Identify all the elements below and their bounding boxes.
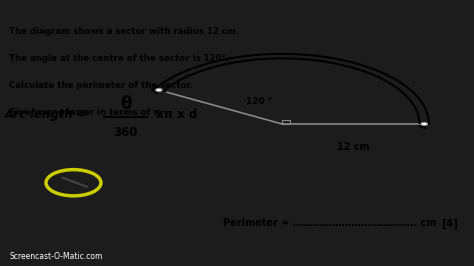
Bar: [282, 120, 290, 124]
Text: Screencast-O-Matic.com: Screencast-O-Matic.com: [9, 252, 103, 260]
Text: θ: θ: [120, 95, 131, 113]
Circle shape: [155, 89, 162, 92]
Text: xπ x d: xπ x d: [152, 109, 197, 121]
Text: [4]: [4]: [441, 218, 458, 228]
Text: The angle at the centre of the sector is 120°.: The angle at the centre of the sector is…: [9, 54, 229, 63]
Circle shape: [421, 122, 428, 126]
Text: 360: 360: [113, 127, 138, 139]
Text: Arc length =: Arc length =: [5, 109, 91, 121]
Text: 12 cm: 12 cm: [337, 142, 369, 152]
Text: The diagram shows a sector with radius 12 cm.: The diagram shows a sector with radius 1…: [9, 27, 240, 36]
Text: 120 °: 120 °: [246, 97, 273, 106]
Text: Give your answer in terms of π.: Give your answer in terms of π.: [9, 108, 164, 117]
Text: Perimeter = ……………………………….. cm: Perimeter = ……………………………….. cm: [223, 218, 436, 228]
Text: Calculate the perimeter of the sector.: Calculate the perimeter of the sector.: [9, 81, 193, 90]
